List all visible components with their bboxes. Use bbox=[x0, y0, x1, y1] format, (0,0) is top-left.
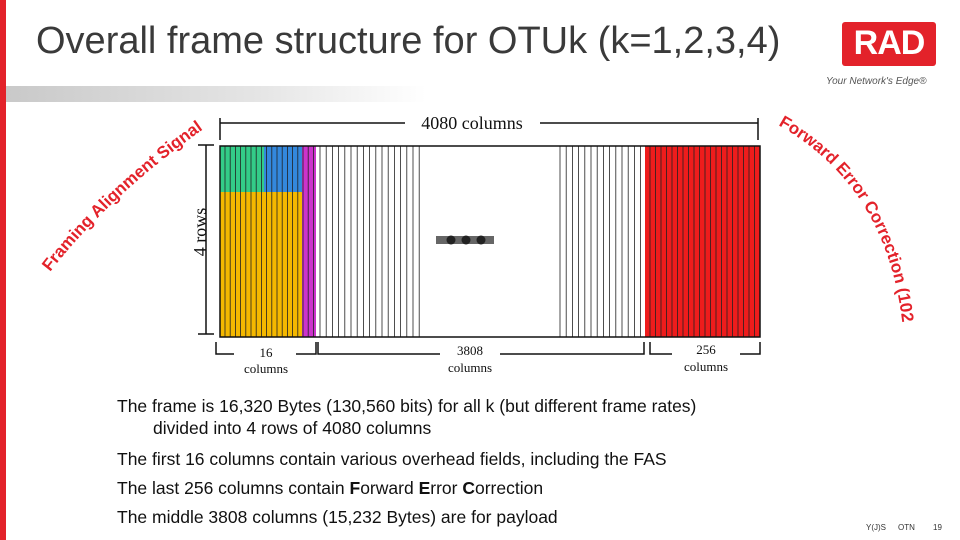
otu-overhead-block bbox=[264, 146, 302, 192]
rad-logo: RAD bbox=[842, 22, 936, 66]
logo-tagline: Your Network's Edge® bbox=[826, 76, 927, 87]
bullet-1-continuation: divided into 4 rows of 4080 columns bbox=[153, 418, 432, 438]
frame-diagram: 4080 columns 4 rows 16 columns 3808 colu… bbox=[0, 0, 917, 376]
frame-outline bbox=[219, 145, 761, 338]
ellipsis-dot bbox=[476, 235, 486, 245]
bracket-256-right bbox=[740, 342, 761, 355]
bullet-3-bold-f: F bbox=[349, 478, 361, 498]
bullet-3-word-1: orward bbox=[360, 478, 419, 498]
bullet-4: The middle 3808 columns (15,232 Bytes) a… bbox=[117, 507, 558, 527]
bullet-3-word-2: rror bbox=[430, 478, 463, 498]
bullet-3-text: The last 256 columns contain bbox=[117, 478, 350, 498]
ellipsis-dot bbox=[461, 235, 471, 245]
bullet-3: The last 256 columns contain Forward Err… bbox=[117, 474, 696, 503]
columns-label: 4080 columns bbox=[421, 113, 523, 133]
footer-page: 19 bbox=[933, 523, 942, 532]
footer-author: Y(J)S bbox=[866, 523, 886, 532]
label-256-unit: columns bbox=[684, 359, 728, 374]
label-3808-unit: columns bbox=[448, 360, 492, 375]
fec-block bbox=[645, 146, 760, 337]
bracket-16-right bbox=[296, 342, 317, 355]
label-3808: 3808 bbox=[457, 343, 483, 358]
footer-section: OTN bbox=[898, 523, 915, 532]
fas-block bbox=[220, 146, 264, 192]
bracket-3808-right bbox=[500, 342, 645, 355]
label-16-unit: columns bbox=[244, 361, 288, 376]
opu-overhead-block bbox=[302, 146, 316, 337]
ellipsis-dot bbox=[446, 235, 456, 245]
bullet-3-bold-c: C bbox=[462, 478, 475, 498]
bracket-16-left bbox=[215, 342, 234, 355]
bracket-3808-left bbox=[317, 342, 440, 355]
accent-bar bbox=[0, 0, 6, 540]
slide-title: Overall frame structure for OTUk (k=1,2,… bbox=[36, 20, 781, 62]
fas-curved-label: Framing Alignment Signal (7B) bbox=[0, 0, 206, 275]
logo-text: RAD bbox=[853, 24, 926, 62]
column-grid bbox=[224, 146, 755, 337]
bullet-2: The first 16 columns contain various ove… bbox=[117, 449, 667, 469]
label-256: 256 bbox=[696, 342, 716, 357]
bullet-3-bold-e: E bbox=[418, 478, 431, 498]
bracket-256-left bbox=[649, 342, 672, 355]
title-underline bbox=[6, 86, 426, 102]
rows-label: 4 rows bbox=[190, 208, 210, 257]
fas-curved-label-path: Framing Alignment Signal (7B) bbox=[0, 0, 206, 275]
description: The frame is 16,320 Bytes (130,560 bits)… bbox=[117, 392, 696, 532]
bullet-3-word-3: orrection bbox=[474, 478, 544, 498]
label-16: 16 bbox=[260, 345, 274, 360]
bullet-1: The frame is 16,320 Bytes (130,560 bits)… bbox=[117, 396, 697, 416]
